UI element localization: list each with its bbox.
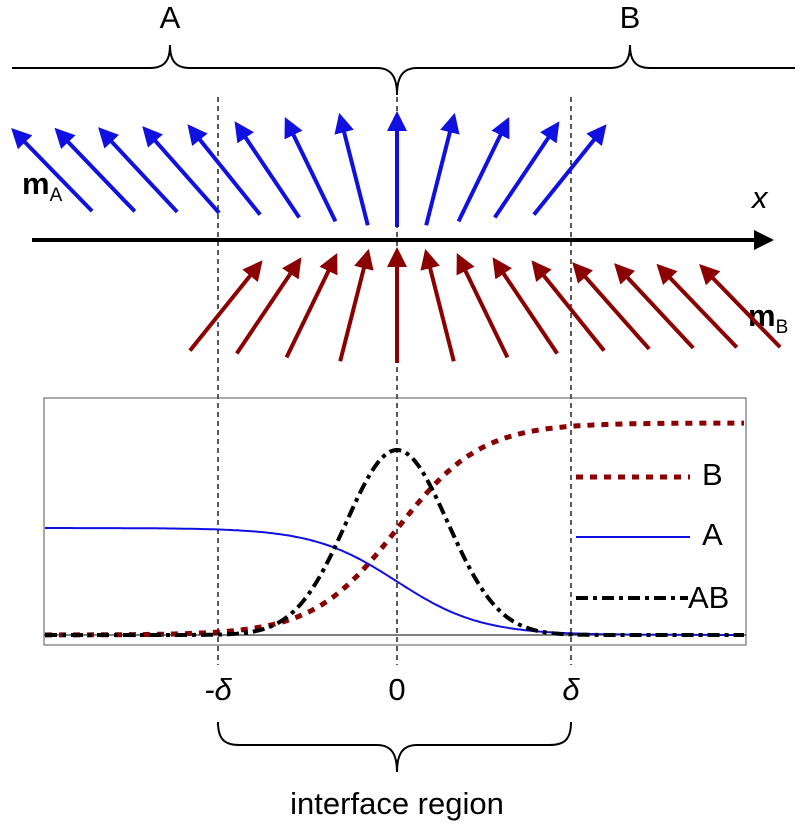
tick-label: δ	[562, 672, 580, 707]
moment-arrow-a	[493, 121, 560, 219]
moment-arrow-b	[699, 264, 782, 349]
moment-arrow-a	[142, 126, 221, 215]
moment-arrow-b	[420, 248, 456, 362]
moment-arrow-a	[532, 124, 607, 216]
moment-arrow-b	[284, 253, 338, 359]
legend-label: AB	[688, 580, 729, 615]
moment-arrow-b	[338, 248, 374, 362]
moment-arrow-b	[572, 262, 651, 351]
axis-label: x	[750, 180, 769, 215]
legend-label: B	[702, 457, 723, 492]
bottom-brace	[217, 721, 572, 773]
subscript: B	[776, 317, 789, 338]
moment-arrow-b	[492, 257, 559, 355]
tick-label: 0	[388, 672, 405, 707]
moment-arrow-b	[656, 263, 739, 349]
moment-arrow-a	[424, 112, 460, 226]
tick-label: -δ	[204, 672, 232, 707]
moment-label: mA	[22, 166, 63, 206]
moment-arrow-b	[188, 260, 263, 352]
moment-arrow-b	[235, 257, 302, 355]
moment-arrow-a	[187, 124, 262, 216]
region-label: B	[620, 0, 641, 35]
moment-arrow-a	[456, 117, 510, 223]
moment-arrow-b	[456, 253, 510, 359]
subscript: A	[50, 185, 63, 206]
moment-arrow-b	[531, 260, 606, 352]
region-label: A	[160, 0, 181, 35]
moment-arrow-a	[284, 117, 338, 223]
region-caption: interface region	[290, 786, 504, 821]
moment-arrow-a	[54, 127, 137, 213]
curves	[44, 420, 744, 638]
symbol: m	[22, 166, 50, 201]
moment-arrow-a	[234, 121, 301, 219]
curve-a	[45, 527, 744, 636]
moment-arrow-a	[334, 112, 370, 226]
legend: B A AB	[576, 457, 729, 615]
arrows	[11, 111, 782, 363]
moment-arrow-a	[98, 127, 179, 214]
top-brace	[12, 44, 795, 96]
moment-arrow-a	[11, 128, 94, 213]
plot-frame	[43, 397, 747, 646]
moment-arrow-b	[614, 263, 695, 350]
curve-b	[44, 420, 744, 638]
legend-label: A	[702, 517, 723, 552]
curve-ab	[45, 447, 744, 637]
